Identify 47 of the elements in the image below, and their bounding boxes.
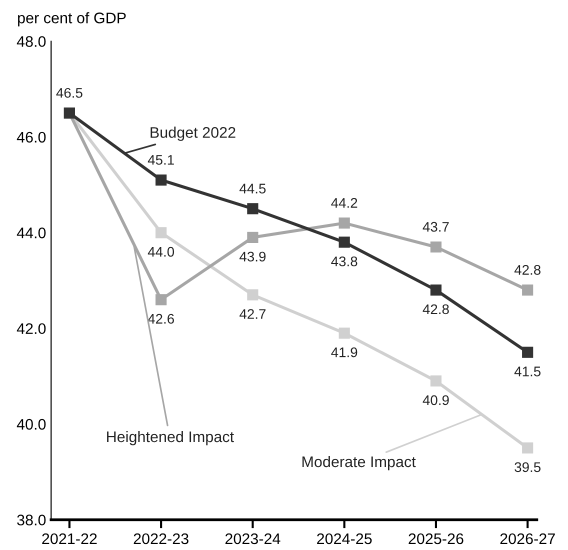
point [430, 375, 442, 387]
x-tick-label: 2024-25 [317, 533, 372, 544]
y-tick-label: 38.0 [17, 514, 46, 526]
point [338, 236, 350, 248]
data-label: 42.7 [240, 309, 266, 319]
x-tick-label: 2021-22 [42, 533, 97, 544]
data-label: 42.6 [148, 314, 174, 324]
data-label: 43.9 [240, 252, 266, 262]
point [156, 174, 167, 186]
point [338, 328, 350, 339]
y-tick-label: 40.0 [16, 418, 46, 430]
point [522, 284, 534, 296]
series-label: Budget 2022 [150, 126, 236, 141]
y-tick-label: 48.0 [16, 36, 46, 47]
data-label: 43.8 [331, 256, 358, 266]
data-label: 46.5 [56, 88, 82, 98]
data-label: 44.2 [331, 198, 358, 208]
y-tick-label: 44.0 [16, 228, 46, 238]
point [430, 241, 442, 253]
text: Heightened Impact [107, 430, 234, 446]
point [522, 346, 534, 358]
y-tick-label: 46.0 [16, 132, 46, 143]
data-label: 42.8 [514, 264, 541, 275]
data-label: 41.5 [514, 366, 541, 376]
data-label: 40.9 [422, 395, 449, 406]
point [430, 284, 442, 296]
data-label: 41.9 [331, 347, 358, 358]
point [156, 227, 167, 238]
y-tick-label: 42.0 [16, 323, 46, 334]
x-tick-label: 2025-26 [408, 533, 464, 544]
data-label: 39.5 [514, 462, 541, 472]
x-tick-label: 2023-24 [225, 533, 280, 544]
data-label: 43.7 [422, 222, 449, 232]
data-label: 44.5 [240, 184, 266, 194]
point [522, 442, 534, 454]
point [247, 289, 258, 300]
x-tick-label: 2022-23 [134, 533, 188, 544]
point [247, 232, 258, 243]
point [247, 203, 258, 214]
x-tick-label: 2026-27 [500, 533, 555, 544]
y-axis-title: per cent of GDP [18, 12, 126, 26]
data-label: 45.1 [148, 155, 174, 165]
point [156, 294, 167, 306]
point [338, 218, 350, 229]
data-label: 44.0 [148, 246, 174, 257]
text: Moderate Impact [302, 456, 416, 470]
data-label: 42.8 [422, 304, 449, 314]
